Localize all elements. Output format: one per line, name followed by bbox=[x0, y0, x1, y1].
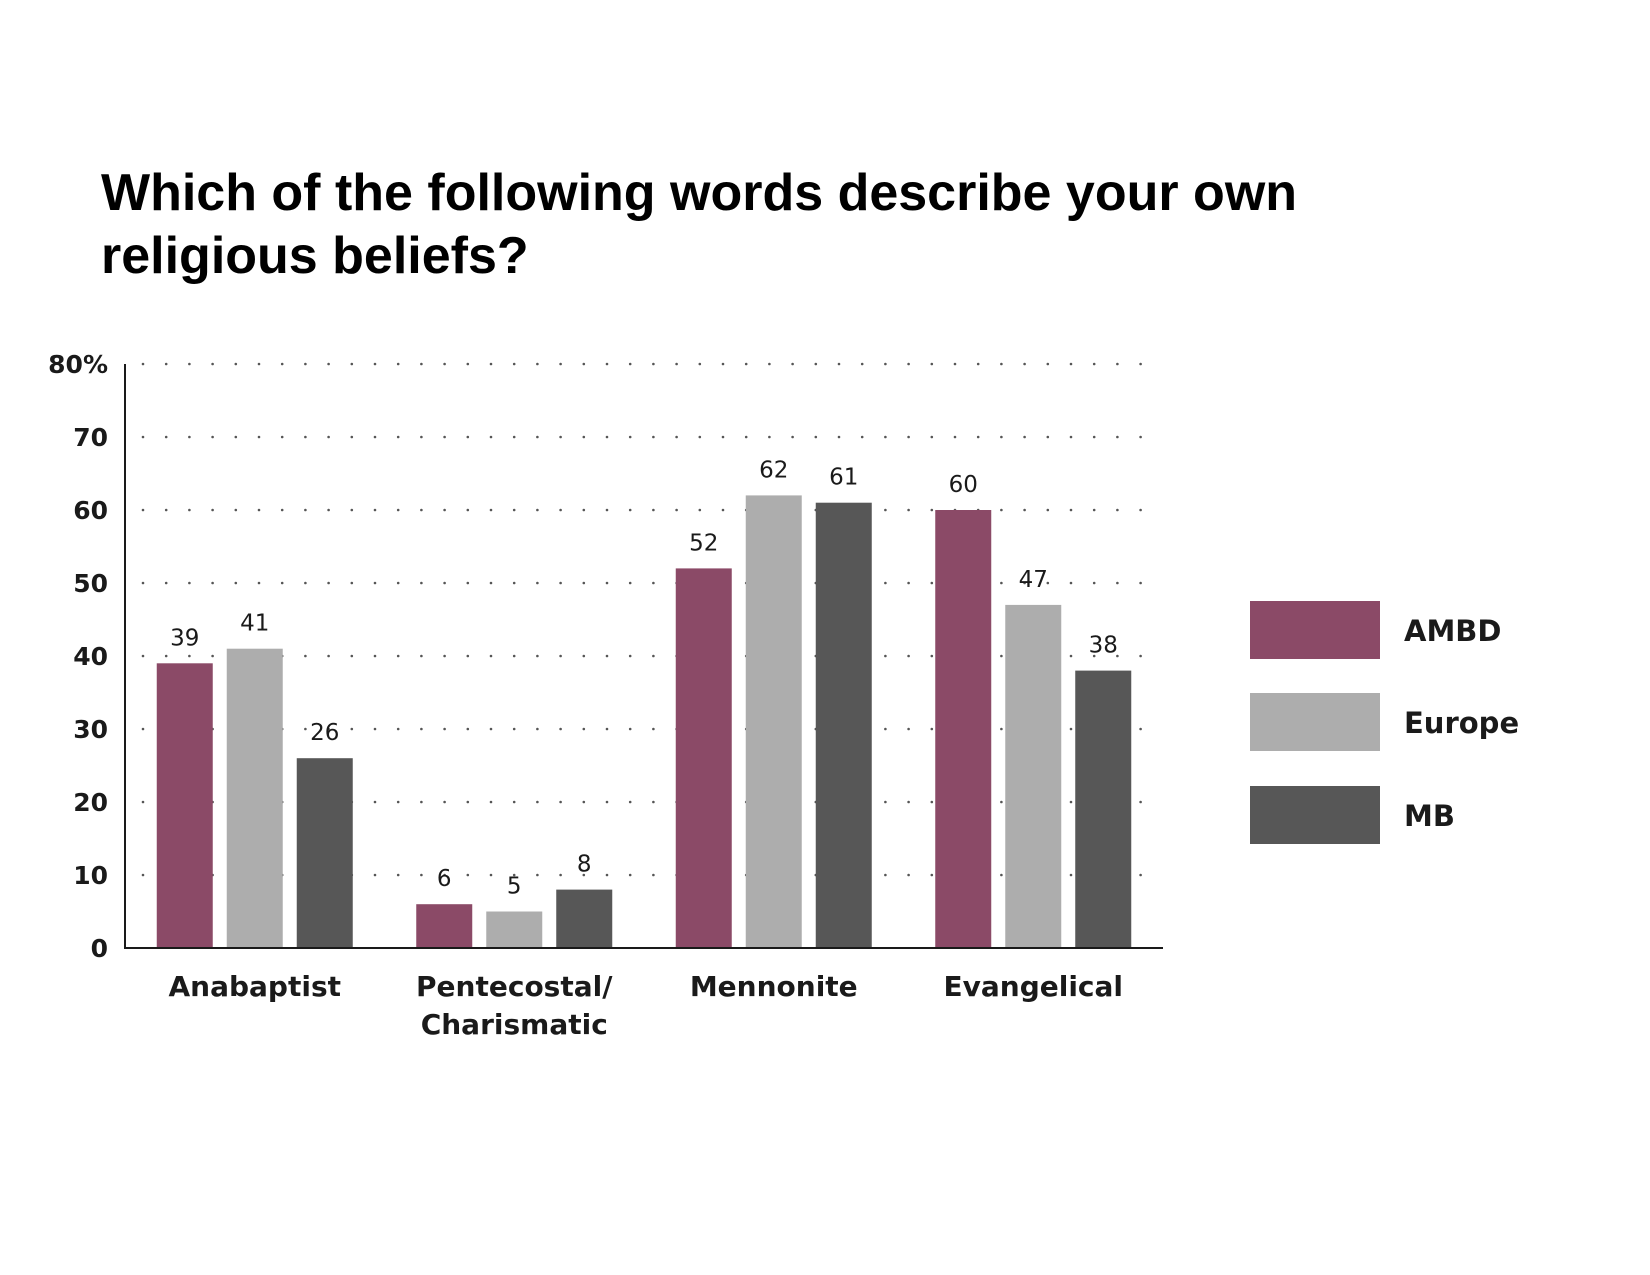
bar-europe-0 bbox=[226, 648, 283, 948]
x-category-label: Charismatic bbox=[421, 1008, 608, 1041]
chart-title: Which of the following words describe yo… bbox=[101, 164, 1298, 285]
x-category-label: Mennonite bbox=[690, 970, 858, 1003]
data-label: 6 bbox=[437, 866, 452, 892]
legend-swatch-europe bbox=[1250, 693, 1380, 751]
x-category-label: Anabaptist bbox=[168, 970, 341, 1003]
bars bbox=[156, 495, 1132, 948]
data-label: 62 bbox=[759, 457, 788, 483]
data-label: 8 bbox=[577, 852, 592, 878]
legend-label-mb: MB bbox=[1404, 799, 1455, 833]
data-label: 26 bbox=[310, 720, 339, 746]
y-tick-label: 50 bbox=[73, 569, 108, 598]
x-category-label: Pentecostal/ bbox=[416, 970, 613, 1003]
legend-swatch-mb bbox=[1250, 786, 1380, 844]
y-tick-label: 30 bbox=[73, 715, 108, 744]
axes bbox=[124, 364, 1163, 949]
legend-label-ambd: AMBD bbox=[1404, 614, 1501, 648]
data-label: 5 bbox=[507, 874, 522, 900]
bar-mb-3 bbox=[1075, 670, 1132, 948]
y-tick-label: 0 bbox=[91, 934, 108, 963]
y-tick-label: 40 bbox=[73, 642, 108, 671]
y-tick-label: 70 bbox=[73, 423, 108, 452]
x-category-label: Evangelical bbox=[943, 970, 1123, 1003]
y-tick-label: 80% bbox=[48, 350, 108, 379]
legend-label-europe: Europe bbox=[1404, 706, 1519, 740]
legend-swatch-ambd bbox=[1250, 601, 1380, 659]
bar-mb-2 bbox=[815, 502, 872, 948]
y-tick-label: 20 bbox=[73, 788, 108, 817]
data-label: 60 bbox=[949, 472, 978, 498]
data-label: 41 bbox=[240, 611, 269, 637]
bar-ambd-0 bbox=[156, 663, 213, 948]
data-label: 52 bbox=[689, 530, 718, 556]
data-label: 47 bbox=[1019, 567, 1048, 593]
legend: AMBD Europe MB bbox=[1250, 601, 1519, 844]
data-label: 38 bbox=[1089, 633, 1118, 659]
labels: 0 10 20 30 40 50 60 70 80% 39 41 26 Anabaptist 6 5 8 Pen… bbox=[48, 350, 1123, 1041]
bar-mb-0 bbox=[296, 758, 353, 948]
y-tick-label: 60 bbox=[73, 496, 108, 525]
data-label: 39 bbox=[170, 625, 199, 651]
bar-ambd-2 bbox=[675, 568, 732, 948]
bar-mb-1 bbox=[556, 889, 613, 948]
y-tick-label: 10 bbox=[73, 861, 108, 890]
bar-europe-2 bbox=[745, 495, 802, 948]
bar-ambd-1 bbox=[416, 904, 473, 948]
bar-europe-1 bbox=[486, 911, 543, 948]
data-label: 61 bbox=[829, 465, 858, 491]
bar-europe-3 bbox=[1005, 604, 1062, 948]
bar-ambd-3 bbox=[935, 510, 992, 948]
